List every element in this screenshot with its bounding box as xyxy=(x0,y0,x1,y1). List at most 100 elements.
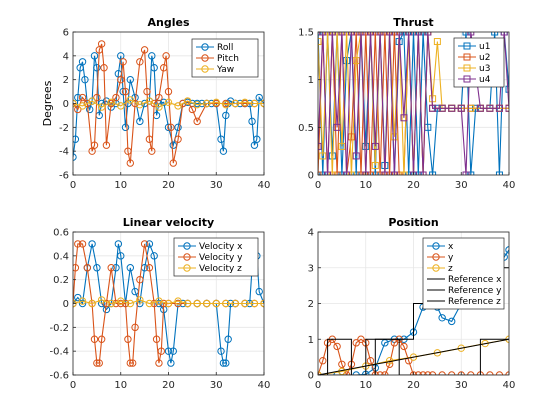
data-point xyxy=(145,240,154,248)
data-point xyxy=(97,103,106,111)
data-point xyxy=(338,32,346,36)
y-tick-label: 1 xyxy=(308,335,314,346)
data-point xyxy=(112,93,120,102)
data-point xyxy=(136,100,144,109)
data-point xyxy=(136,275,144,284)
x-tick-label: 10 xyxy=(114,380,127,391)
data-point xyxy=(357,335,365,343)
y-tick-label: -0.2 xyxy=(49,323,69,334)
data-point xyxy=(222,359,230,367)
data-point xyxy=(143,87,151,96)
data-point xyxy=(81,75,89,84)
data-point xyxy=(410,32,417,36)
data-point xyxy=(126,96,135,104)
data-point xyxy=(400,32,408,36)
data-point xyxy=(241,299,249,308)
data-point xyxy=(128,359,137,367)
data-point xyxy=(352,57,360,65)
x-tick-label: 40 xyxy=(503,380,516,391)
legend-label: x xyxy=(448,242,454,252)
subplot-1: 0 10 20 30 40 -6 -4 -2 0 2 4 6 Angles Degrees RollPitc… xyxy=(41,16,270,191)
data-point xyxy=(333,342,341,351)
y-tick-label: 0 xyxy=(308,171,314,182)
data-point xyxy=(183,299,192,308)
y-tick-label: -2 xyxy=(59,123,69,134)
data-point xyxy=(74,240,82,248)
series-line xyxy=(318,338,509,375)
data-point xyxy=(155,93,163,102)
y-tick-label: 1.5 xyxy=(298,28,314,39)
legend-label: Reference z xyxy=(448,297,501,307)
data-point xyxy=(491,32,499,36)
data-point xyxy=(93,93,101,102)
data-point xyxy=(386,171,394,175)
data-point xyxy=(152,335,161,343)
x-tick-label: 0 xyxy=(70,180,76,191)
legend-marker xyxy=(432,242,440,250)
x-tick-label: 10 xyxy=(114,180,127,191)
data-point xyxy=(140,240,149,248)
data-point xyxy=(74,293,82,302)
data-point xyxy=(318,142,322,150)
data-point xyxy=(107,299,115,308)
data-point xyxy=(338,171,346,175)
legend-label: Velocity z xyxy=(199,264,242,274)
subplot-3: 0 10 20 30 40 -0.6 -0.4 -0.2 0 0.2 0.4 0.6 Linear ve… xyxy=(49,216,270,391)
data-point xyxy=(328,32,336,36)
legend-label: u1 xyxy=(479,42,490,52)
x-tick-label: 20 xyxy=(162,180,175,191)
legend-marker xyxy=(201,65,209,73)
data-point xyxy=(376,171,384,175)
data-point xyxy=(429,171,437,175)
data-point xyxy=(164,299,173,308)
data-point xyxy=(390,32,398,36)
series-line xyxy=(73,43,264,164)
legend-marker xyxy=(201,54,209,62)
legend-label: u3 xyxy=(479,64,490,74)
legend-item: x xyxy=(427,242,454,252)
data-point xyxy=(343,171,351,175)
data-point xyxy=(88,240,96,248)
data-point xyxy=(376,32,384,36)
data-point xyxy=(145,264,154,272)
data-point xyxy=(486,104,494,112)
data-point xyxy=(140,46,149,54)
y-tick-label: 0.2 xyxy=(53,275,69,286)
y-tick-label: 3 xyxy=(308,263,314,274)
data-point xyxy=(193,117,201,126)
data-point xyxy=(121,87,130,96)
data-point xyxy=(405,171,413,175)
series-group xyxy=(73,240,264,367)
legend-marker xyxy=(463,53,471,61)
legend-item: u2 xyxy=(458,53,490,63)
data-point xyxy=(164,123,173,132)
data-point xyxy=(124,335,132,343)
data-point xyxy=(155,359,163,367)
data-point xyxy=(93,64,101,72)
data-point xyxy=(90,141,99,149)
y-tick-label: -0.4 xyxy=(49,347,69,358)
x-tick-label: 20 xyxy=(407,180,420,191)
data-point xyxy=(174,135,182,143)
data-point xyxy=(367,171,375,175)
legend-marker xyxy=(183,264,191,272)
data-point xyxy=(102,141,111,149)
data-point xyxy=(505,104,509,112)
data-point xyxy=(167,123,175,132)
data-point xyxy=(448,104,456,112)
legend-item: z xyxy=(427,264,453,274)
y-tick-label: 0.5 xyxy=(298,123,314,134)
data-point xyxy=(150,252,158,260)
data-point xyxy=(78,297,87,305)
data-point xyxy=(126,299,135,308)
data-point xyxy=(250,299,259,308)
series-line xyxy=(318,338,509,375)
chart-title: Angles xyxy=(148,16,190,29)
legend-item: Reference y xyxy=(427,286,502,296)
data-point xyxy=(495,171,503,175)
data-point xyxy=(324,32,332,36)
series-line xyxy=(318,32,509,175)
data-point xyxy=(174,123,182,132)
